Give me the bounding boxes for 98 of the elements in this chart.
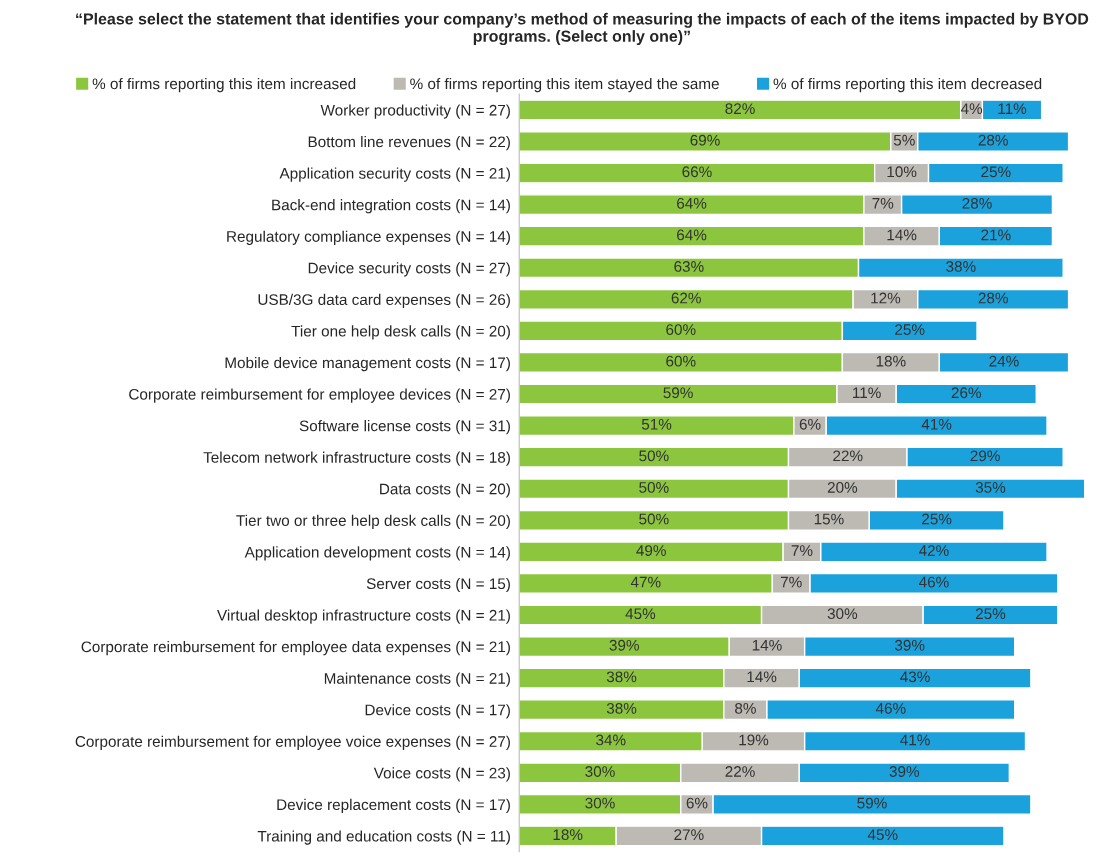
data-label: 41% xyxy=(900,734,930,746)
data-label: 24% xyxy=(989,355,1019,367)
data-label: 45% xyxy=(625,608,656,620)
data-label: 59% xyxy=(857,797,887,809)
data-label: 82% xyxy=(725,103,755,115)
data-label: 22% xyxy=(833,450,863,462)
data-label: 27% xyxy=(674,829,704,840)
data-label: 38% xyxy=(606,671,637,683)
y-tick-label: Software license costs (N = 31) xyxy=(299,420,510,435)
data-label: 8% xyxy=(735,702,756,714)
data-label: 38% xyxy=(946,261,976,272)
chart-title: “Please select the statement that identifies your company’s method of measuring the impacts of each of the items impacted by BYOD programs. (Select only one)” xyxy=(76,12,1089,46)
data-label: 18% xyxy=(553,829,583,841)
y-tick-label: Corporate reimbursement for employee data expenses (N = 21) xyxy=(81,641,510,656)
y-tick-label: Worker productivity (N = 27) xyxy=(320,104,510,119)
data-label: 11% xyxy=(853,387,881,399)
data-label: 50% xyxy=(639,450,669,462)
data-label: 66% xyxy=(682,166,712,178)
data-label: 25% xyxy=(975,608,1006,620)
data-label: 7% xyxy=(780,576,802,588)
data-label: 60% xyxy=(666,324,696,335)
legend-label: % of firms reporting this item decreased xyxy=(773,77,1042,93)
data-label: 62% xyxy=(671,292,701,304)
data-label: 64% xyxy=(677,229,707,241)
y-tick-label: Mobile device management costs (N = 17) xyxy=(225,356,510,372)
data-label: 11% xyxy=(998,103,1027,114)
data-label: 25% xyxy=(922,513,952,525)
data-label: 60% xyxy=(666,355,696,367)
y-tick-label: Corporate reimbursement for employee voice expenses (N = 27) xyxy=(75,735,510,750)
data-label: 22% xyxy=(725,766,755,777)
data-label: 45% xyxy=(867,829,898,841)
data-label: 25% xyxy=(895,324,925,335)
data-label: 7% xyxy=(791,545,813,556)
y-tick-label: Application security costs (N = 21) xyxy=(279,167,510,182)
legend-label: % of firms reporting this item increased xyxy=(92,77,356,93)
y-tick-label: Tier two or three help desk calls (N = 20) xyxy=(236,514,510,529)
data-label: 39% xyxy=(894,639,925,651)
data-label: 29% xyxy=(970,450,1000,462)
data-label: 51% xyxy=(641,418,672,430)
data-label: 50% xyxy=(639,513,669,525)
y-tick-label: Training and education costs (N = 11) xyxy=(257,830,510,845)
y-tick-label: Data costs (N = 20) xyxy=(380,483,510,498)
data-label: 69% xyxy=(690,134,720,146)
data-label: 34% xyxy=(596,734,626,746)
data-label: 6% xyxy=(799,418,821,430)
data-label: 47% xyxy=(630,576,661,588)
data-label: 64% xyxy=(677,197,707,209)
data-label: 35% xyxy=(975,482,1006,493)
legend-label: % of firms reporting this item stayed the same xyxy=(410,77,719,93)
y-tick-label: Virtual desktop infrastructure costs (N = 21) xyxy=(217,609,510,624)
y-tick-label: Regulatory compliance expenses (N = 14) xyxy=(227,230,510,245)
data-label: 7% xyxy=(872,197,894,209)
data-label: 6% xyxy=(686,797,708,809)
data-label: 41% xyxy=(921,418,952,430)
y-tick-label: Back-end integration costs (N = 14) xyxy=(272,199,510,214)
y-tick-label: USB/3G data card expenses (N = 26) xyxy=(258,293,510,309)
data-label: 19% xyxy=(739,734,769,746)
data-label: 39% xyxy=(609,639,639,651)
data-label: 25% xyxy=(981,166,1011,178)
data-label: 4% xyxy=(960,103,983,114)
y-tick-label: Device costs (N = 17) xyxy=(365,704,510,719)
data-label: 30% xyxy=(585,766,615,777)
data-label: 14% xyxy=(747,671,777,683)
data-label: 21% xyxy=(981,229,1011,241)
data-label: 63% xyxy=(674,261,704,272)
data-label: 30% xyxy=(585,797,615,809)
y-tick-label: Maintenance costs (N = 21) xyxy=(324,672,510,687)
data-label: 10% xyxy=(887,166,917,178)
data-label: 43% xyxy=(900,671,930,683)
data-label: 59% xyxy=(663,387,693,399)
data-label: 50% xyxy=(639,482,669,493)
data-label: 28% xyxy=(978,134,1008,146)
data-label: 20% xyxy=(827,482,858,493)
y-tick-label: Device security costs (N = 27) xyxy=(308,262,510,277)
y-tick-label: Voice costs (N = 23) xyxy=(373,767,510,782)
y-tick-label: Device replacement costs (N = 17) xyxy=(277,798,510,814)
y-tick-label: Server costs (N = 15) xyxy=(366,577,510,593)
data-label: 30% xyxy=(827,608,858,620)
data-label: 28% xyxy=(978,292,1008,304)
data-label: 26% xyxy=(951,387,981,399)
data-label: 12% xyxy=(871,292,901,304)
y-tick-label: Telecom network infrastructure costs (N = 18) xyxy=(203,451,510,466)
data-label: 14% xyxy=(752,639,782,651)
data-label: 42% xyxy=(918,545,949,556)
data-label: 49% xyxy=(636,545,666,556)
data-label: 28% xyxy=(962,197,992,209)
data-label: 38% xyxy=(606,702,637,714)
data-label: 46% xyxy=(875,702,906,714)
data-label: 39% xyxy=(889,766,920,777)
data-label: 14% xyxy=(887,229,917,241)
y-tick-label: Bottom line revenues (N = 22) xyxy=(308,135,510,151)
y-tick-label: Tier one help desk calls (N = 20) xyxy=(291,325,510,340)
data-label: 46% xyxy=(918,576,949,588)
y-tick-label: Application development costs (N = 14) xyxy=(244,546,510,561)
data-label: 15% xyxy=(814,513,844,525)
data-label: 18% xyxy=(876,355,906,367)
data-label: 5% xyxy=(893,134,915,146)
y-tick-label: Corporate reimbursement for employee devices (N = 27) xyxy=(129,388,510,403)
